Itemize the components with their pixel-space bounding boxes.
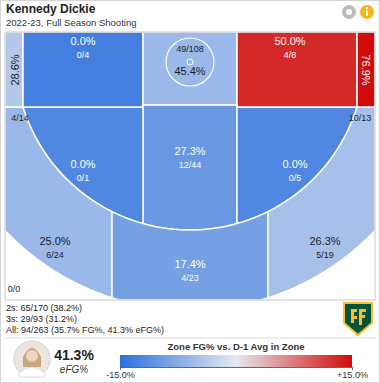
- summary-line: All: 94/263 (35.7% FG%, 41.3% eFG%): [6, 325, 164, 335]
- shot-chart-svg: Kennedy Dickie2022-23, Full Season Shoot…: [0, 0, 380, 383]
- title: Kennedy Dickie: [6, 2, 96, 16]
- info-icon-circle: [360, 5, 374, 19]
- colorbar-tick: +15.0%: [337, 367, 368, 380]
- zone-shots-label: 0/0: [8, 284, 21, 294]
- zone-fg-label: 25.0%: [39, 235, 70, 247]
- settings-icon-dot: [346, 9, 352, 15]
- colorbar-axis-line: [121, 368, 353, 371]
- logo-mark: [351, 309, 366, 325]
- settings-icon[interactable]: [342, 5, 356, 19]
- zone-shots-label: 4/14: [11, 113, 29, 123]
- zone-fg-label: 0.0%: [282, 158, 307, 170]
- team-logo: [344, 303, 372, 335]
- colorbar-axis: -15.0% +15.0%: [106, 367, 368, 380]
- zone-shots-label: 0/4: [77, 50, 90, 60]
- zone-labels: 28.6% 4/14 0.0% 0/4 45.4% 49/108 50.0% 4/8 76.9%…: [8, 35, 372, 294]
- settings-icon-circle: [342, 5, 356, 19]
- chart-container: Kennedy Dickie2022-23, Full Season Shoot…: [0, 0, 380, 383]
- colorbar-title: Zone FG% vs. D-1 Avg in Zone: [167, 341, 304, 352]
- card-frame: [1, 1, 380, 383]
- info-icon-bar: [366, 11, 368, 17]
- zone-fg-label: 28.6%: [9, 54, 21, 85]
- logo-shield: [344, 303, 372, 335]
- zone-fg-label: 0.0%: [70, 35, 95, 47]
- zone-shots-label: 0/5: [289, 173, 302, 183]
- photo-shoulders: [19, 367, 45, 377]
- zone: [268, 107, 375, 297]
- zone-fg-label: 45.4%: [174, 65, 205, 77]
- zone-fg-label: 26.3%: [309, 235, 340, 247]
- zone: [5, 32, 23, 107]
- zone-fg-label: 27.3%: [174, 145, 205, 157]
- zone-shots-label: 6/24: [46, 250, 64, 260]
- zone-fg-label: 0.0%: [70, 158, 95, 170]
- info-icon[interactable]: [360, 5, 374, 19]
- zone: [237, 32, 357, 107]
- zone-shots-label: 10/13: [349, 113, 372, 123]
- zone: [357, 32, 375, 107]
- efg-value: 41.3%: [54, 347, 94, 363]
- zone-shots-label: 49/108: [176, 44, 204, 54]
- info-icon-dot: [366, 7, 368, 9]
- efg-caption: eFG%: [60, 364, 88, 375]
- zone-shots-label: 4/8: [284, 50, 297, 60]
- subtitle: 2022-23, Full Season Shooting: [6, 17, 136, 28]
- zone-shots-label: 0/1: [77, 173, 90, 183]
- photo-hair: [23, 348, 41, 367]
- zone-shots-label: 12/44: [179, 160, 202, 170]
- zone: [143, 32, 237, 105]
- zone: [23, 32, 143, 107]
- zone-fg-label: 50.0%: [274, 35, 305, 47]
- restricted-circle: [166, 38, 214, 86]
- zone: [5, 107, 112, 297]
- colorbar: [120, 355, 352, 367]
- zone: [143, 105, 237, 230]
- summary-line: 2s: 65/170 (38.2%): [6, 303, 82, 313]
- zone-fg-label: 76.9%: [360, 54, 372, 85]
- colorbar-tick-label: -15.0%: [106, 370, 135, 380]
- zone: [112, 212, 268, 300]
- zones: [5, 32, 375, 300]
- zone-shots-label: 5/19: [316, 250, 334, 260]
- colorbar-tick-label: +15.0%: [337, 370, 368, 380]
- zone-shots-label: 4/23: [181, 273, 199, 283]
- photo-face: [26, 350, 38, 362]
- photo-frame: [14, 341, 50, 377]
- zone: [5, 32, 375, 300]
- colorbar-tick: -15.0%: [106, 367, 135, 380]
- summary-line: 3s: 29/93 (31.2%): [6, 314, 77, 324]
- divider: [4, 338, 376, 339]
- player-photo: [14, 341, 50, 377]
- court-border: [5, 32, 375, 300]
- zone-fg-label: 17.4%: [174, 258, 205, 270]
